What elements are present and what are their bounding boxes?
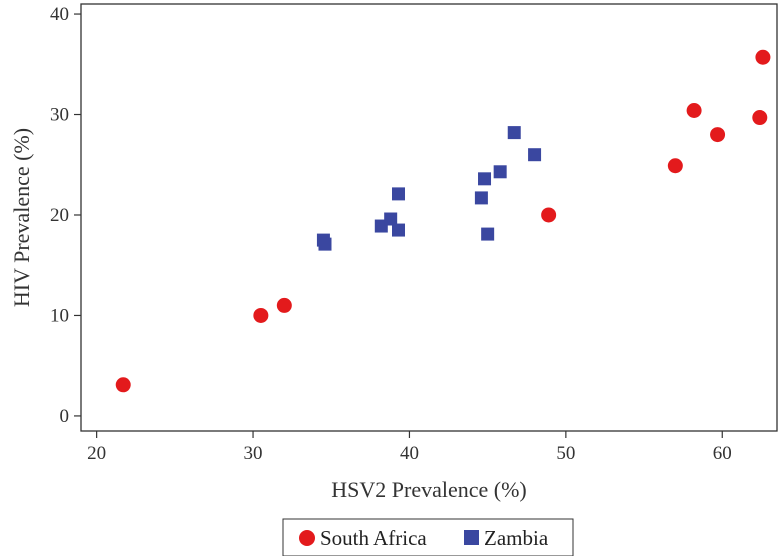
legend-label-south-africa: South Africa <box>320 526 427 550</box>
x-axis: 20 30 40 50 60 <box>87 431 732 464</box>
point-zambia <box>507 126 521 140</box>
y-tick-label: 30 <box>50 105 69 126</box>
y-tick-label: 0 <box>60 406 70 427</box>
x-tick-label: 60 <box>713 443 732 464</box>
point-zambia <box>392 223 406 237</box>
point-south-africa <box>755 49 771 65</box>
x-tick-label: 20 <box>87 443 106 464</box>
point-south-africa <box>541 207 557 223</box>
point-zambia <box>318 237 332 251</box>
y-axis-title: HIV Prevalence (%) <box>9 128 34 307</box>
x-axis-title: HSV2 Prevalence (%) <box>331 477 527 502</box>
y-tick-label: 40 <box>50 4 69 25</box>
point-south-africa <box>686 102 702 118</box>
point-south-africa <box>752 110 768 126</box>
legend: South Africa Zambia <box>282 518 574 556</box>
y-axis: 0 10 20 30 40 <box>50 4 81 427</box>
point-south-africa <box>115 377 131 393</box>
legend-marker-south-africa <box>299 530 315 546</box>
point-south-africa <box>667 158 683 174</box>
data-points <box>115 49 771 393</box>
point-south-africa <box>710 127 726 143</box>
legend-box <box>282 518 574 556</box>
point-south-africa <box>276 297 292 313</box>
legend-marker-zambia <box>464 530 479 545</box>
point-zambia <box>481 227 495 241</box>
legend-label-zambia: Zambia <box>484 526 549 550</box>
y-tick-label: 10 <box>50 305 69 326</box>
point-zambia <box>392 187 406 201</box>
x-tick-label: 30 <box>244 443 263 464</box>
x-tick-label: 50 <box>556 443 575 464</box>
x-tick-label: 40 <box>400 443 419 464</box>
point-zambia <box>528 148 542 162</box>
point-zambia <box>474 191 488 205</box>
plot-background <box>80 3 778 432</box>
point-zambia <box>384 212 398 226</box>
point-zambia <box>478 172 492 186</box>
y-tick-label: 20 <box>50 205 69 226</box>
point-south-africa <box>253 307 269 323</box>
point-zambia <box>493 165 507 179</box>
plot-frame <box>80 3 778 432</box>
